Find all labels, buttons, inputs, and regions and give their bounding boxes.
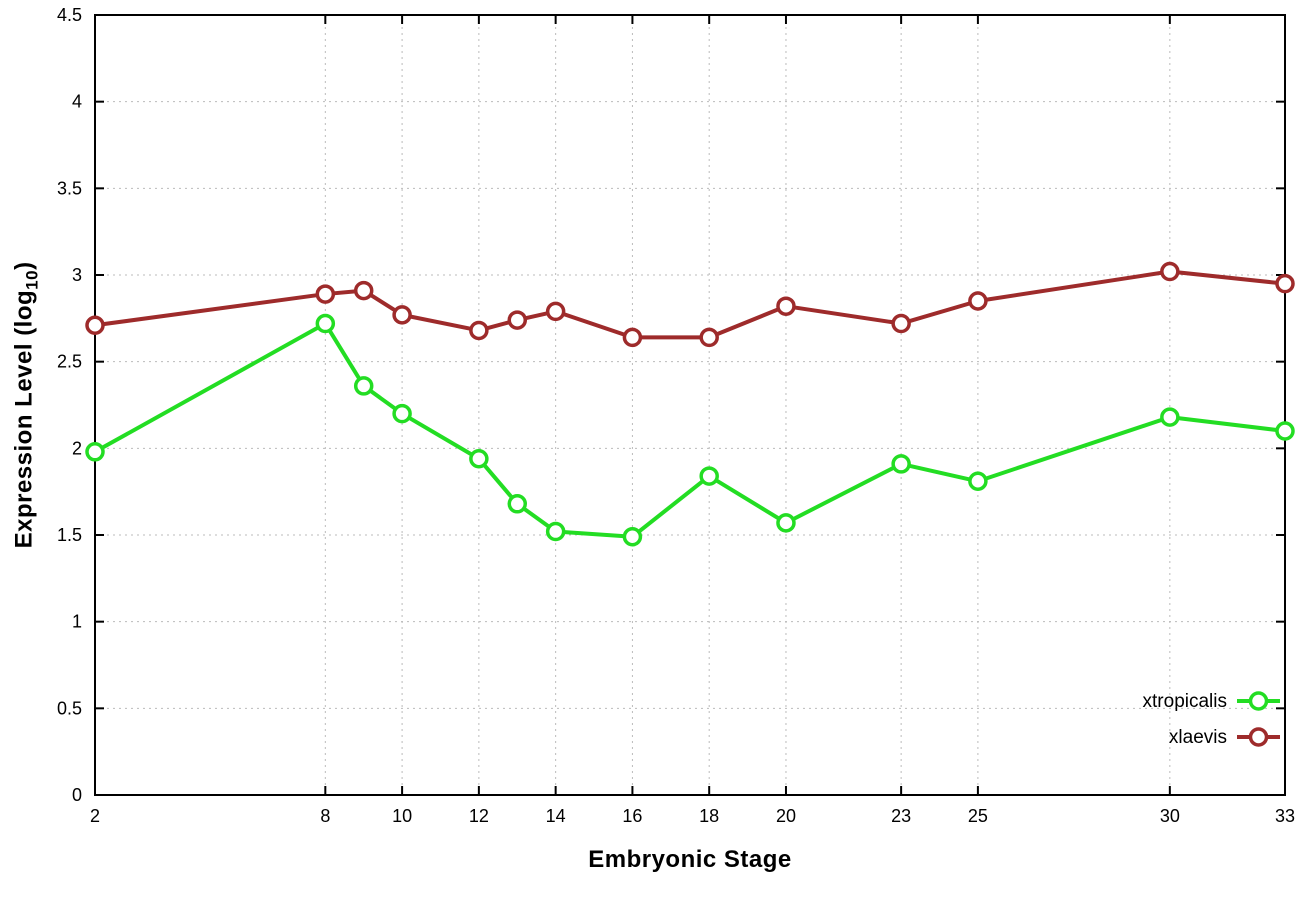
y-tick-label: 4 xyxy=(72,92,82,112)
series-marker-xlaevis xyxy=(353,280,374,301)
series-marker-xlaevis xyxy=(507,310,528,330)
x-tick-label: 25 xyxy=(968,806,988,826)
series-marker-xtropicalis xyxy=(315,313,336,334)
plot-border xyxy=(94,14,1286,796)
legend-marker-xlaevis xyxy=(1248,727,1269,747)
series-marker-xtropicalis xyxy=(776,513,796,533)
series-marker-xlaevis xyxy=(699,327,719,348)
legend-label-xtropicalis: xtropicalis xyxy=(1143,691,1227,712)
series-marker-xtropicalis xyxy=(622,526,643,547)
x-tick-label: 30 xyxy=(1160,806,1180,826)
series-marker-xlaevis xyxy=(315,284,336,304)
x-tick-label: 12 xyxy=(469,806,489,826)
series-marker-xtropicalis xyxy=(545,521,566,542)
series-marker-xtropicalis xyxy=(469,448,489,469)
x-tick-label: 23 xyxy=(891,806,911,826)
y-tick-label: 2.5 xyxy=(57,352,82,372)
legend-label-xlaevis: xlaevis xyxy=(1169,727,1227,748)
series-marker-xtropicalis xyxy=(699,466,719,486)
y-tick-label: 4.5 xyxy=(57,5,82,25)
series-marker-xlaevis xyxy=(469,320,489,341)
x-tick-label: 2 xyxy=(90,806,100,826)
y-tick-label: 0.5 xyxy=(57,698,82,718)
series-marker-xtropicalis xyxy=(392,403,412,424)
x-tick-label: 18 xyxy=(699,806,719,826)
series-marker-xtropicalis xyxy=(968,471,988,492)
series-marker-xlaevis xyxy=(545,301,566,322)
series-marker-xtropicalis xyxy=(891,454,911,474)
series-marker-xlaevis xyxy=(968,291,988,311)
y-tick-label: 2 xyxy=(72,438,82,458)
y-tick-label: 3 xyxy=(72,265,82,285)
series-marker-xtropicalis xyxy=(1275,421,1295,441)
series-marker-xtropicalis xyxy=(85,442,105,462)
x-tick-label: 16 xyxy=(622,806,642,826)
series-marker-xtropicalis xyxy=(353,376,374,396)
x-tick-label: 33 xyxy=(1275,806,1295,826)
series-marker-xlaevis xyxy=(1275,273,1295,294)
y-tick-label: 1 xyxy=(72,612,82,632)
x-axis-title: Embryonic Stage xyxy=(588,846,792,873)
series-marker-xlaevis xyxy=(622,327,643,348)
x-tick-label: 8 xyxy=(320,806,330,826)
legend-marker-xtropicalis xyxy=(1248,691,1269,711)
x-tick-label: 10 xyxy=(392,806,412,826)
series-marker-xtropicalis xyxy=(1160,407,1180,427)
y-tick-label: 1.5 xyxy=(57,525,82,545)
series-marker-xtropicalis xyxy=(507,494,528,514)
series-marker-xlaevis xyxy=(85,315,105,336)
series-marker-xlaevis xyxy=(1160,261,1180,282)
x-tick-label: 14 xyxy=(546,806,566,826)
series-marker-xlaevis xyxy=(776,296,796,316)
series-marker-xlaevis xyxy=(891,313,911,334)
y-tick-label: 0 xyxy=(72,785,82,805)
series-marker-xlaevis xyxy=(392,305,412,325)
x-tick-label: 20 xyxy=(776,806,796,826)
y-tick-label: 3.5 xyxy=(57,178,82,198)
